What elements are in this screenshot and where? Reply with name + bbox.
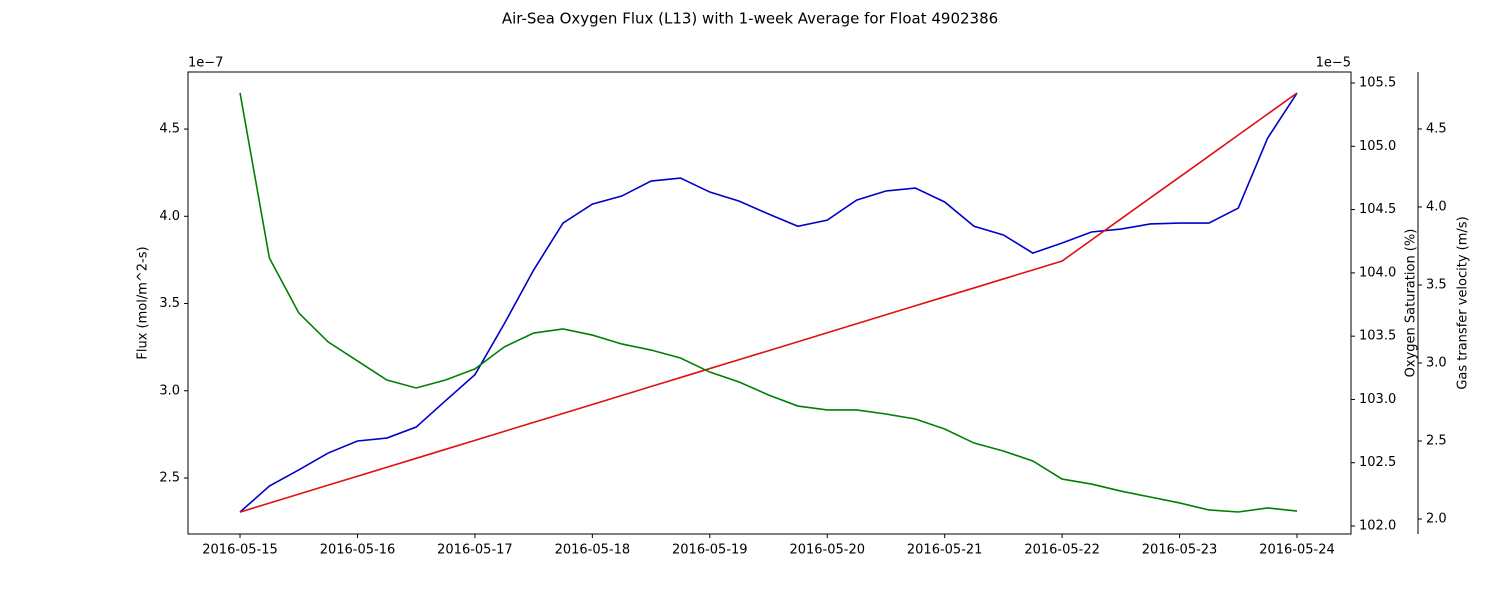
x-tick-label: 2016-05-19	[672, 543, 748, 558]
x-tick-label: 2016-05-22	[1024, 543, 1100, 558]
y3-axis-label: Gas transfer velocity (m/s)	[1456, 216, 1471, 389]
x-tick-label: 2016-05-18	[555, 543, 631, 558]
y2-tick-label: 103.0	[1359, 392, 1396, 407]
series-line	[239, 92, 1298, 513]
y-tick-label: 4.5	[159, 122, 180, 137]
y2-tick-label: 104.5	[1359, 202, 1396, 217]
y-axis-label: Flux (mol/m^2-s)	[136, 246, 151, 359]
y3-tick-label: 4.0	[1426, 199, 1447, 214]
y3-tick-label: 3.5	[1426, 277, 1447, 292]
y-tick-label: 3.5	[159, 296, 180, 311]
y3-tick-label: 2.0	[1426, 512, 1447, 527]
x-tick-label: 2016-05-20	[789, 543, 865, 558]
y2-tick-label: 102.0	[1359, 519, 1396, 534]
y3-tick-label: 4.5	[1426, 121, 1447, 136]
y-offset: 1e−7	[188, 56, 223, 71]
y2-tick-label: 103.5	[1359, 329, 1396, 344]
chart-title: Air-Sea Oxygen Flux (L13) with 1-week Av…	[502, 10, 998, 28]
y3-tick-label: 3.0	[1426, 355, 1447, 370]
y3-tick-label: 2.5	[1426, 434, 1447, 449]
y2-tick-label: 104.0	[1359, 265, 1396, 280]
y-tick-label: 2.5	[159, 470, 180, 485]
series-line	[239, 92, 1298, 513]
series-line	[239, 92, 1298, 513]
y2-axis-label: Oxygen Saturation (%)	[1404, 229, 1419, 378]
x-tick-label: 2016-05-21	[907, 543, 983, 558]
x-tick-label: 2016-05-16	[320, 543, 396, 558]
y2-tick-label: 105.5	[1359, 76, 1396, 91]
x-tick-label: 2016-05-23	[1142, 543, 1218, 558]
x-tick-label: 2016-05-24	[1259, 543, 1335, 558]
plot-frame	[187, 71, 1352, 535]
y2-tick-label: 102.5	[1359, 455, 1396, 470]
x-tick-label: 2016-05-17	[437, 543, 513, 558]
y2-offset: 1e−5	[1316, 56, 1351, 71]
y2-tick-label: 105.0	[1359, 139, 1396, 154]
x-tick-label: 2016-05-15	[202, 543, 278, 558]
y-tick-label: 3.0	[159, 383, 180, 398]
y-tick-label: 4.0	[159, 209, 180, 224]
